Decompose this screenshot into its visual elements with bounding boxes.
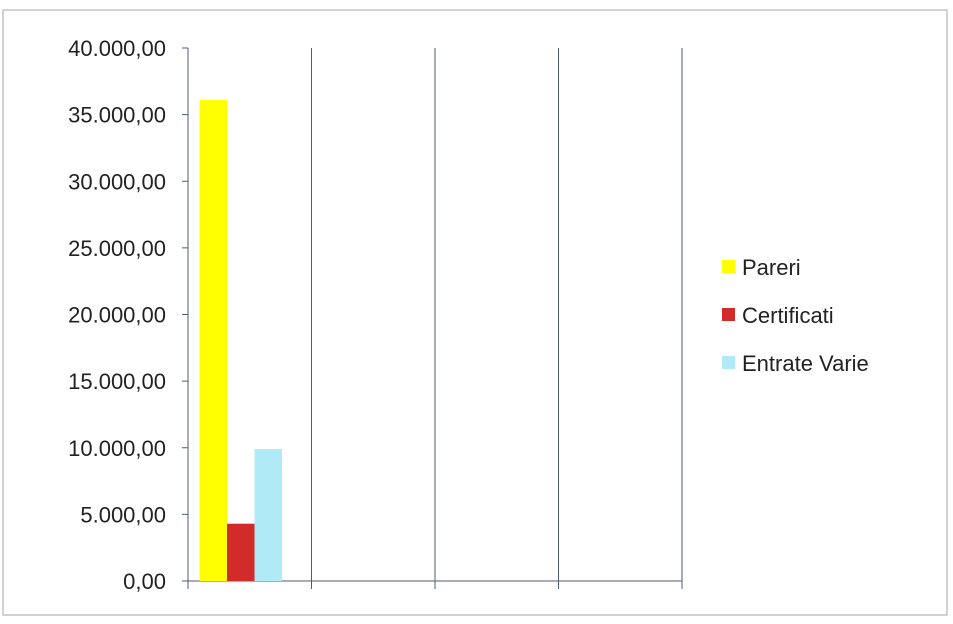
legend-label: Pareri: [742, 255, 801, 280]
bars: [199, 99, 282, 581]
gridlines: [311, 48, 683, 589]
legend-item: Pareri: [722, 255, 801, 280]
legend-swatch: [722, 260, 735, 273]
y-tick-label: 15.000,00: [68, 369, 166, 394]
legend-swatch: [722, 356, 735, 369]
bar-pareri: [199, 99, 227, 581]
legend-label: Certificati: [742, 303, 834, 328]
legend-item: Certificati: [722, 303, 834, 328]
chart-border: [2, 9, 948, 616]
y-tick-label: 30.000,00: [68, 169, 166, 194]
legend-label: Entrate Varie: [742, 351, 869, 376]
bar-entrate-varie: [254, 449, 282, 581]
y-tick-label: 25.000,00: [68, 236, 166, 261]
bar-certificati: [227, 523, 255, 581]
legend-swatch: [722, 308, 735, 321]
y-tick-label: 10.000,00: [68, 436, 166, 461]
y-tick-label: 40.000,00: [68, 36, 166, 61]
y-tick-label: 5.000,00: [80, 502, 166, 527]
legend: Pareri Certificati Entrate Varie: [722, 255, 869, 376]
y-tick-labels: 0,00 5.000,00 10.000,00 15.000,00 20.000,00 2…: [68, 36, 166, 594]
y-tick-label: 35.000,00: [68, 103, 166, 128]
y-tick-label: 20.000,00: [68, 303, 166, 328]
legend-item: Entrate Varie: [722, 351, 869, 376]
y-tick-label: 0,00: [123, 569, 166, 594]
